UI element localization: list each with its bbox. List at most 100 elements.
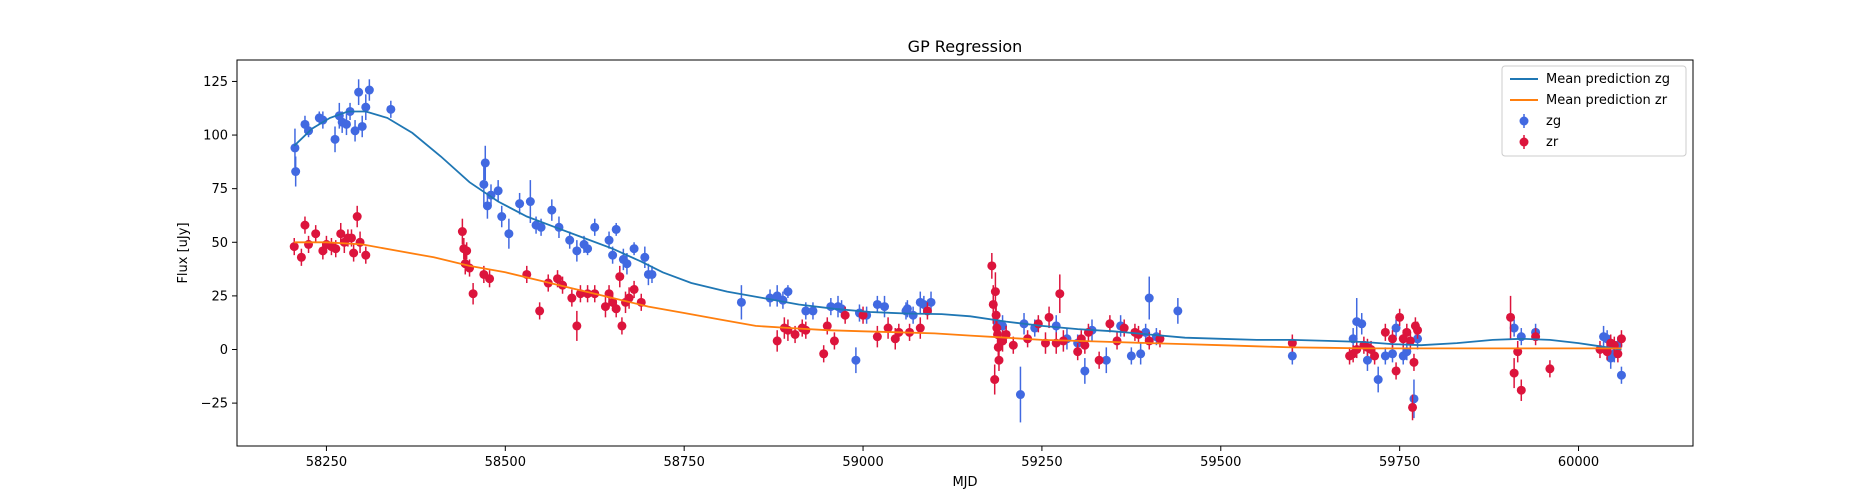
data-point-zr — [1617, 334, 1626, 343]
data-point-zg — [1052, 321, 1061, 330]
data-point-zr — [572, 321, 581, 330]
data-point-zg — [1080, 366, 1089, 375]
x-tick-label: 58750 — [663, 455, 704, 470]
y-tick-label: 100 — [203, 129, 228, 144]
data-point-zr — [290, 242, 299, 251]
data-point-zr — [994, 356, 1003, 365]
data-point-zr — [1510, 369, 1519, 378]
data-point-zg — [630, 244, 639, 253]
data-point-zr — [615, 272, 624, 281]
y-tick-label: 50 — [211, 236, 228, 251]
data-point-zg — [515, 199, 524, 208]
data-point-zr — [873, 332, 882, 341]
data-point-zg — [342, 120, 351, 129]
data-point-zg — [1127, 351, 1136, 360]
data-point-zg — [851, 356, 860, 365]
x-tick-label: 58500 — [485, 455, 526, 470]
mean-line-zg — [294, 112, 1621, 350]
data-point-zr — [1409, 358, 1418, 367]
y-axis-label: Flux [uJy] — [176, 222, 191, 283]
data-point-zg — [365, 86, 374, 95]
data-point-zg — [291, 167, 300, 176]
data-point-zg — [612, 225, 621, 234]
x-tick-label: 58250 — [306, 455, 347, 470]
mean-line-zr — [294, 242, 1621, 348]
data-point-zg — [547, 206, 556, 215]
legend-label-zr: zr — [1546, 135, 1559, 150]
data-point-zg — [1374, 375, 1383, 384]
y-tick-label: 25 — [211, 289, 228, 304]
data-point-zr — [297, 253, 306, 262]
data-point-zr — [535, 306, 544, 315]
x-tick-label: 60000 — [1558, 455, 1599, 470]
data-point-zr — [791, 330, 800, 339]
data-point-zg — [1173, 306, 1182, 315]
data-point-zr — [630, 285, 639, 294]
data-point-zr — [349, 249, 358, 258]
data-point-zg — [640, 253, 649, 262]
data-point-zr — [1105, 319, 1114, 328]
chart-title: GP Regression — [908, 37, 1023, 56]
data-point-zr — [1370, 351, 1379, 360]
series-zg — [290, 79, 1625, 422]
plot-area — [290, 79, 1626, 422]
x-axis: 58250 58500 58750 59000 59250 59500 59750 60000 — [306, 446, 1599, 470]
data-point-zr — [331, 244, 340, 253]
y-tick-label: −25 — [201, 397, 228, 412]
data-point-zg — [494, 186, 503, 195]
x-tick-label: 59750 — [1379, 455, 1420, 470]
data-point-zr — [567, 294, 576, 303]
data-point-zg — [1288, 351, 1297, 360]
data-point-zr — [819, 349, 828, 358]
data-point-zg — [1136, 349, 1145, 358]
data-point-zg — [354, 88, 363, 97]
data-point-zr — [1045, 313, 1054, 322]
data-point-zg — [880, 302, 889, 311]
data-point-zr — [916, 324, 925, 333]
data-point-zg — [737, 298, 746, 307]
data-point-zr — [1055, 289, 1064, 298]
data-point-zr — [1392, 366, 1401, 375]
data-point-zg — [1016, 390, 1025, 399]
plot-frame — [237, 60, 1693, 446]
data-point-zr — [462, 246, 471, 255]
data-point-zg — [504, 229, 513, 238]
x-axis-label: MJD — [952, 475, 977, 490]
legend-label-mean-zr: Mean prediction zr — [1546, 93, 1668, 108]
data-point-zr — [1395, 313, 1404, 322]
data-point-zg — [1617, 371, 1626, 380]
data-point-zg — [537, 223, 546, 232]
data-point-zr — [458, 227, 467, 236]
data-point-zr — [1034, 319, 1043, 328]
y-tick-label: 75 — [211, 182, 228, 197]
data-point-zr — [353, 212, 362, 221]
data-point-zg — [361, 103, 370, 112]
legend: Mean prediction zg Mean prediction zr zg… — [1502, 66, 1686, 156]
legend-label-zg: zg — [1546, 114, 1561, 129]
data-point-zg — [497, 212, 506, 221]
legend-label-mean-zg: Mean prediction zg — [1546, 72, 1670, 87]
data-point-zg — [909, 311, 918, 320]
data-point-zg — [572, 246, 581, 255]
data-point-zg — [583, 244, 592, 253]
data-point-zg — [479, 180, 488, 189]
y-tick-label: 125 — [203, 75, 228, 90]
data-point-zr — [1095, 356, 1104, 365]
data-point-zg — [1145, 294, 1154, 303]
data-point-zr — [991, 287, 1000, 296]
data-point-zg — [526, 197, 535, 206]
data-point-zr — [612, 304, 621, 313]
y-axis: −25 0 25 50 75 100 125 — [201, 75, 237, 412]
data-point-zr — [1545, 364, 1554, 373]
y-tick-label: 0 — [220, 343, 228, 358]
data-point-zr — [617, 321, 626, 330]
data-point-zr — [773, 336, 782, 345]
data-point-zr — [1073, 347, 1082, 356]
data-point-zg — [605, 236, 614, 245]
data-point-zr — [1388, 334, 1397, 343]
data-point-zg — [1388, 349, 1397, 358]
data-point-zr — [485, 274, 494, 283]
data-point-zr — [830, 336, 839, 345]
data-point-zg — [590, 223, 599, 232]
